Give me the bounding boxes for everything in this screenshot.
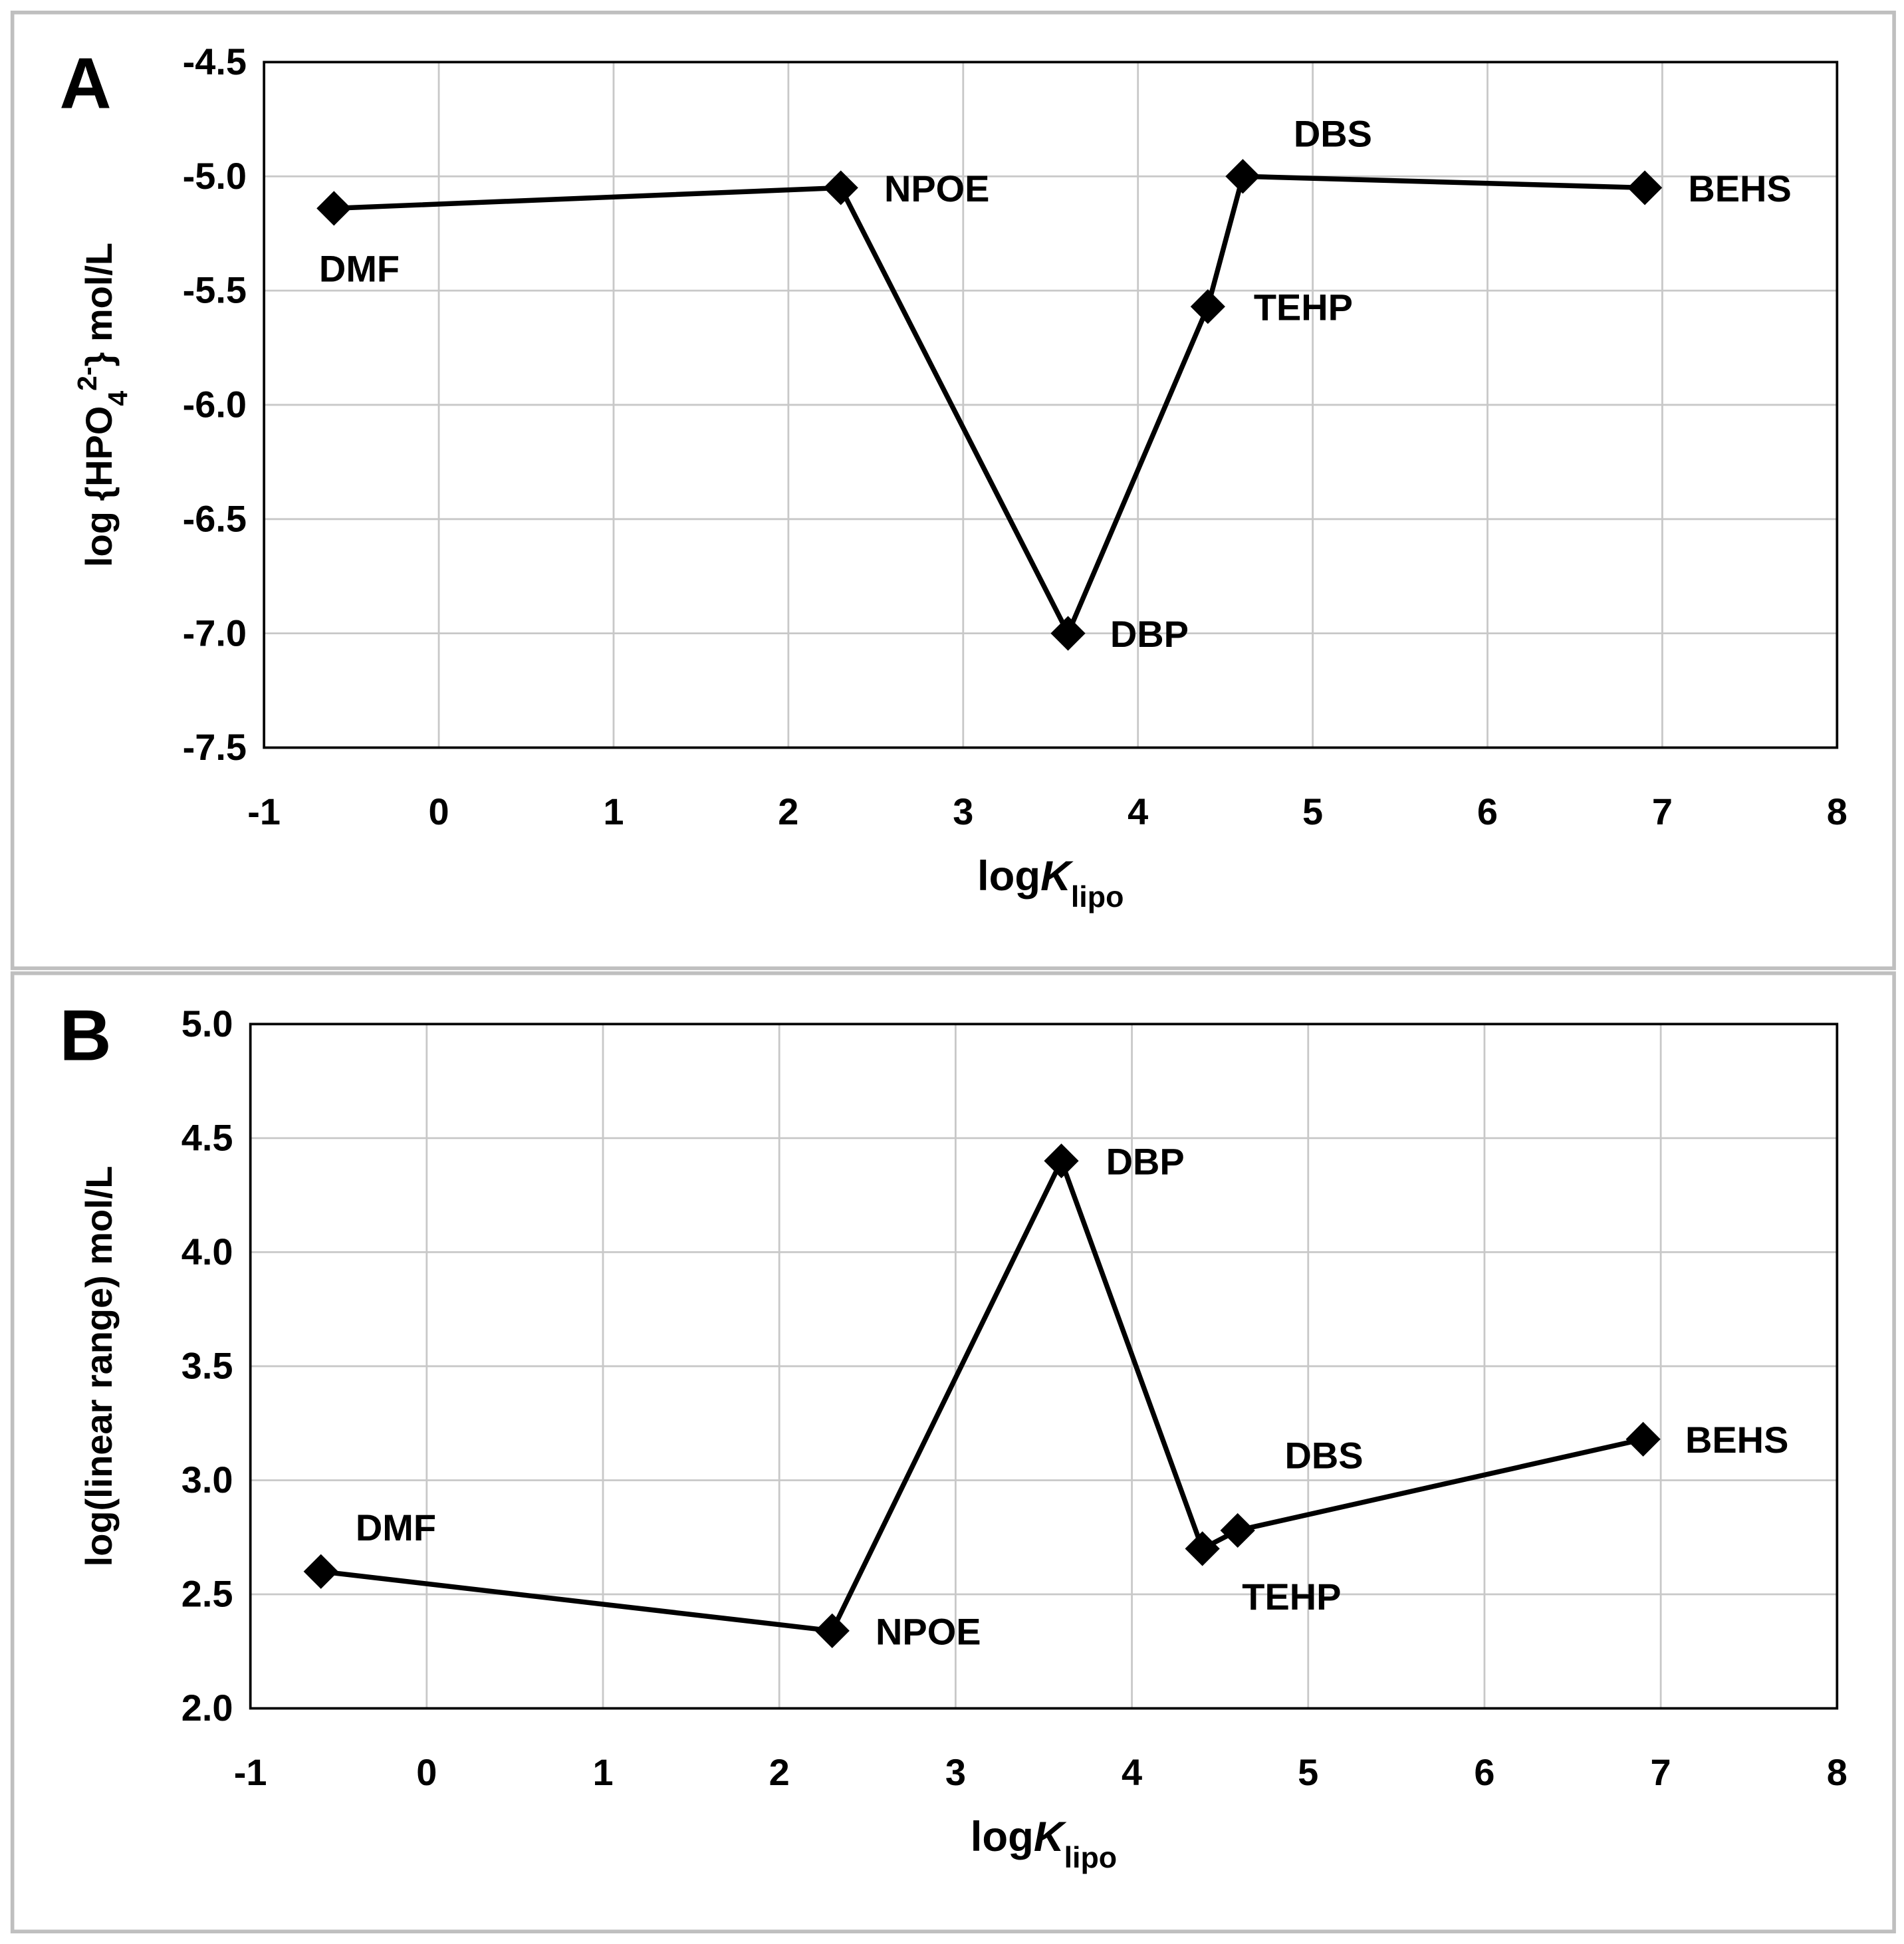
point-marker xyxy=(1625,1421,1661,1457)
panel-label: B xyxy=(59,995,111,1075)
x-axis-label: logKlipo xyxy=(977,853,1124,913)
y-tick-label: -5.0 xyxy=(183,155,247,197)
x-tick-label: 4 xyxy=(1128,790,1148,832)
x-tick-label: 4 xyxy=(1122,1751,1142,1793)
y-tick-label: 2.0 xyxy=(181,1687,233,1729)
y-tick-label: -6.5 xyxy=(183,497,247,539)
plot-frame xyxy=(263,61,1839,749)
y-axis-label-part: 2- xyxy=(72,366,102,390)
y-axis-label-part: log {HPO xyxy=(78,406,120,567)
point-marker xyxy=(823,170,858,205)
point-marker xyxy=(1627,170,1663,205)
x-axis-label-part: log xyxy=(971,1814,1034,1860)
line xyxy=(334,174,1645,640)
point-label: TEHP xyxy=(1242,1576,1341,1618)
x-tick-label: -1 xyxy=(247,790,281,832)
x-axis-label: logKlipo xyxy=(971,1814,1117,1874)
y-axis-label-part: log(linear range) mol/L xyxy=(78,1166,120,1567)
x-tick-label: 7 xyxy=(1652,790,1673,832)
point-label: NPOE xyxy=(876,1610,981,1652)
point-label: BEHS xyxy=(1688,168,1791,209)
x-axis-label-part: lipo xyxy=(1064,1841,1118,1874)
y-tick-label: 4.5 xyxy=(181,1116,233,1158)
point-label: BEHS xyxy=(1685,1419,1788,1461)
point-marker xyxy=(1185,1531,1220,1566)
point-label: TEHP xyxy=(1254,287,1353,328)
x-tick-label: 3 xyxy=(945,1751,966,1793)
x-tick-label: 5 xyxy=(1302,790,1323,832)
point-label: DBS xyxy=(1294,112,1372,154)
y-tick-label: -5.5 xyxy=(183,269,247,311)
plot-frame xyxy=(249,1023,1839,1710)
panel-frame xyxy=(10,11,1896,971)
y-tick-label: 5.0 xyxy=(181,1003,233,1044)
point-marker xyxy=(316,191,352,226)
x-tick-label: 5 xyxy=(1298,1751,1318,1793)
x-tick-label: 8 xyxy=(1827,1751,1847,1793)
point-label: DBS xyxy=(1285,1435,1364,1477)
y-tick-label: 3.5 xyxy=(181,1345,233,1387)
y-tick-label: -7.0 xyxy=(183,612,247,654)
x-axis-label-part: K xyxy=(1040,853,1074,900)
point-label: DBP xyxy=(1110,613,1189,655)
point-marker xyxy=(1220,1513,1255,1548)
x-tick-label: 3 xyxy=(953,790,973,832)
x-tick-label: 8 xyxy=(1827,790,1847,832)
point-marker xyxy=(1050,616,1086,651)
x-tick-label: -1 xyxy=(234,1751,267,1793)
point-label: NPOE xyxy=(884,168,989,209)
x-tick-label: 0 xyxy=(429,790,449,832)
x-tick-label: 6 xyxy=(1477,790,1498,832)
line xyxy=(320,1154,1644,1634)
x-tick-label: 0 xyxy=(416,1751,437,1793)
y-tick-label: -6.0 xyxy=(183,384,247,425)
point-marker xyxy=(1190,289,1225,324)
y-tick-label: 4.0 xyxy=(181,1231,233,1273)
x-axis-label-part: lipo xyxy=(1071,880,1124,913)
x-axis-label-part: K xyxy=(1034,1814,1067,1860)
x-axis-label-part: log xyxy=(977,853,1040,900)
point-label: DBP xyxy=(1106,1141,1185,1183)
x-tick-label: 6 xyxy=(1474,1751,1494,1793)
y-tick-label: 3.0 xyxy=(181,1459,233,1501)
y-axis-label: log {HPO42-} mol/L xyxy=(72,243,133,567)
y-axis-label-part: 4 xyxy=(102,391,133,406)
x-tick-label: 2 xyxy=(769,1751,790,1793)
y-axis-label-part: } mol/L xyxy=(78,243,120,366)
x-tick-label: 1 xyxy=(603,790,624,832)
y-tick-label: -4.5 xyxy=(183,41,247,82)
y-tick-label: 2.5 xyxy=(181,1573,233,1615)
y-axis-label: log(linear range) mol/L xyxy=(78,1166,120,1567)
x-tick-label: 2 xyxy=(778,790,798,832)
x-tick-label: 7 xyxy=(1651,1751,1671,1793)
point-label: DMF xyxy=(319,247,400,289)
point-marker xyxy=(303,1554,338,1589)
x-tick-label: 1 xyxy=(592,1751,613,1793)
point-marker xyxy=(1225,159,1260,194)
panel-label: A xyxy=(59,43,111,123)
y-tick-label: -7.5 xyxy=(183,726,247,768)
point-label: DMF xyxy=(356,1507,436,1548)
